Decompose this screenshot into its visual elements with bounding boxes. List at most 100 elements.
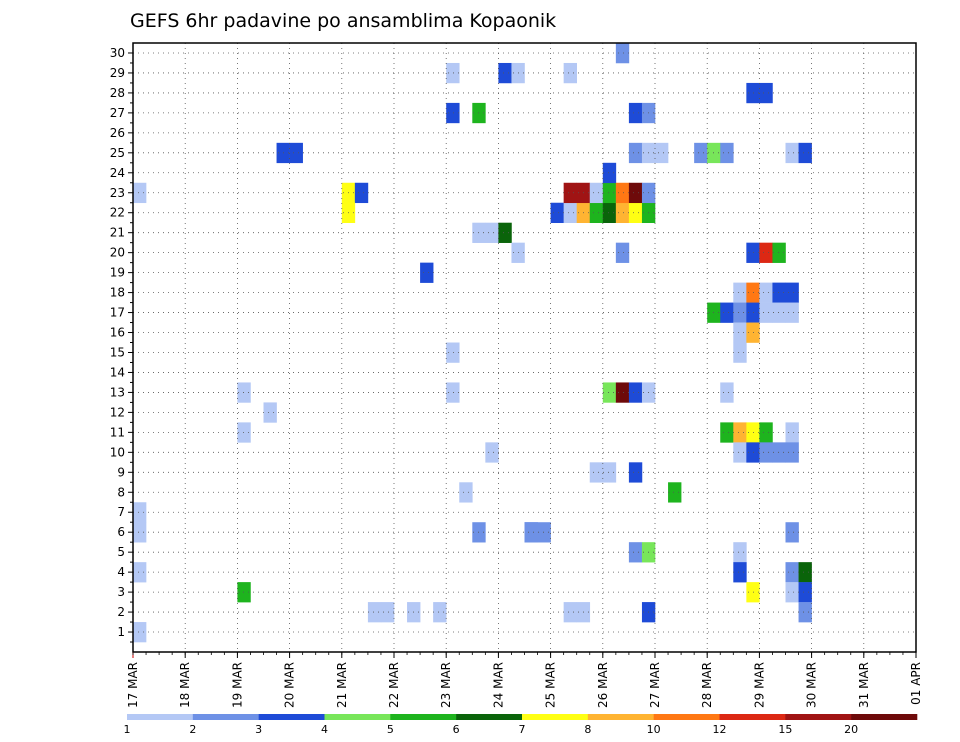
y-tick-label: 10 xyxy=(110,445,125,459)
heatmap-cell xyxy=(446,102,460,124)
colorbar-swatch xyxy=(258,714,325,720)
heatmap-cell xyxy=(733,542,747,563)
heatmap-cell xyxy=(798,142,812,164)
heatmap-cell xyxy=(563,202,577,224)
y-tick-label: 11 xyxy=(110,425,125,439)
heatmap-cell xyxy=(380,602,395,623)
heatmap-cell xyxy=(446,62,460,84)
colorbar-label: 7 xyxy=(519,723,526,736)
heatmap-cell xyxy=(759,422,773,443)
y-tick-label: 29 xyxy=(110,66,125,80)
heatmap-cell xyxy=(133,182,147,204)
y-tick-label: 13 xyxy=(110,385,125,399)
heatmap-cell xyxy=(628,142,643,164)
heatmap-cell xyxy=(798,562,812,583)
heatmap-cell xyxy=(772,242,786,263)
heatmap-cell xyxy=(237,582,251,603)
heatmap-cell xyxy=(237,422,251,443)
heatmap-cell xyxy=(550,202,564,224)
heatmap-cell xyxy=(798,582,812,603)
heatmap-cell xyxy=(289,142,303,164)
heatmap-cell xyxy=(459,482,473,503)
colorbar-swatch xyxy=(127,714,194,720)
heatmap-cell xyxy=(733,322,747,343)
heatmap-cell xyxy=(720,302,734,323)
heatmap-cell xyxy=(733,442,747,463)
plot-frame xyxy=(132,42,917,653)
heatmap-cell xyxy=(485,442,499,463)
y-tick-label: 19 xyxy=(110,266,125,280)
y-tick-label: 27 xyxy=(110,106,125,120)
heatmap-cell xyxy=(759,302,773,323)
colorbar-swatch xyxy=(587,714,654,720)
y-tick-label: 17 xyxy=(110,306,125,320)
y-tick-label: 20 xyxy=(110,246,125,260)
heatmap-cell xyxy=(628,102,643,124)
heatmap-cell xyxy=(733,342,747,363)
heatmap-cell xyxy=(446,342,460,363)
heatmap-cell xyxy=(615,242,630,263)
y-tick-label: 21 xyxy=(110,226,125,240)
y-tick-label: 2 xyxy=(117,605,125,619)
heatmap-cell xyxy=(720,422,734,443)
colorbar-label: 3 xyxy=(255,723,262,736)
heatmap-cell xyxy=(563,602,577,623)
grid-lines xyxy=(133,43,916,652)
heatmap-cell xyxy=(433,602,447,623)
heatmap-cell xyxy=(563,182,577,204)
heatmap-cell xyxy=(602,162,617,184)
colorbar-swatch xyxy=(719,714,786,720)
x-tick-label: 23 MAR xyxy=(439,662,453,708)
y-tick-label: 24 xyxy=(110,166,125,180)
heatmap-cell xyxy=(589,462,604,483)
heatmap-cell xyxy=(759,82,773,104)
heatmap-cells xyxy=(133,43,812,643)
heatmap-cell xyxy=(772,302,786,323)
colorbar-swatch xyxy=(653,714,720,720)
y-tick-label: 16 xyxy=(110,326,125,340)
heatmap-cell xyxy=(720,142,734,164)
y-tick-label: 22 xyxy=(110,206,125,220)
y-tick-label: 6 xyxy=(117,525,125,539)
y-tick-label: 9 xyxy=(117,465,125,479)
x-tick-label: 20 MAR xyxy=(283,662,297,708)
heatmap-cell xyxy=(655,142,669,164)
y-tick-label: 7 xyxy=(117,505,125,519)
y-tick-label: 14 xyxy=(110,365,125,379)
heatmap-cell xyxy=(485,222,499,243)
y-tick-label: 23 xyxy=(110,186,125,200)
x-tick-label: 19 MAR xyxy=(230,662,244,708)
heatmap-cell xyxy=(772,442,786,463)
chart-title: GEFS 6hr padavine po ansamblima Kopaonik xyxy=(130,10,556,32)
heatmap-cell xyxy=(615,202,630,224)
heatmap-cell xyxy=(615,382,630,403)
heatmap-cell xyxy=(498,222,512,243)
heatmap-cell xyxy=(615,182,630,204)
heatmap-cell xyxy=(133,522,147,543)
x-tick-label: 21 MAR xyxy=(335,662,349,708)
heatmap-cell xyxy=(759,242,773,263)
colorbar-swatch xyxy=(851,714,918,720)
heatmap-cell xyxy=(133,562,147,583)
y-tick-label: 8 xyxy=(117,485,125,499)
colorbar-label: 5 xyxy=(387,723,394,736)
heatmap-cell xyxy=(628,202,643,224)
heatmap-cell xyxy=(589,202,604,224)
heatmap-cell xyxy=(628,382,643,403)
heatmap-cell xyxy=(602,182,617,204)
y-tick-label: 30 xyxy=(110,46,125,60)
colorbar-swatch xyxy=(192,714,259,720)
heatmap-cell xyxy=(420,262,434,283)
heatmap-cell xyxy=(733,282,747,303)
heatmap-cell xyxy=(720,382,734,403)
heatmap-cell xyxy=(785,142,799,164)
heatmap-cell xyxy=(537,522,551,543)
colorbar-swatch xyxy=(785,714,852,720)
heatmap-cell xyxy=(785,562,799,583)
heatmap-cell xyxy=(785,522,799,543)
heatmap-cell xyxy=(628,542,643,563)
heatmap-cell xyxy=(785,582,799,603)
y-tick-label: 12 xyxy=(110,405,125,419)
y-tick-label: 15 xyxy=(110,345,125,359)
colorbar-label: 6 xyxy=(453,723,460,736)
